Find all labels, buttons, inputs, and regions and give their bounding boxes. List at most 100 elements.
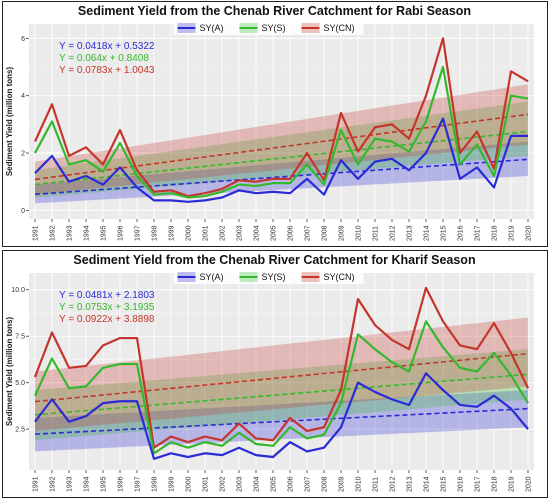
x-tick-label: 2014 [424,476,431,492]
x-tick-label: 1999 [169,225,176,241]
plot-background [29,24,534,219]
x-tick-label: 2005 [271,225,278,241]
y-axis-label: Sediment Yield (million tons) [5,66,14,176]
trend-line-SY(A) [34,158,529,196]
y-tick-label: 2.5 [15,427,25,434]
x-tick-label: 1994 [84,476,91,492]
rabi-chart-panel: Sediment Yield from the Chenab River Cat… [2,1,548,247]
confidence-band-SY(CN) [35,84,528,195]
legend: SY(A) SY(S) SY(CN) [173,21,364,35]
x-tick-label: 2003 [237,476,244,492]
x-tick-label: 2006 [288,476,295,492]
rabi-chart: Sediment Yield from the Chenab River Cat… [5,4,534,241]
x-tick-label: 2018 [492,476,499,492]
legend-label: SY(CN) [324,272,355,282]
kharif-chart: Sediment Yield from the Chenab River Cat… [5,253,534,492]
trend-equation: Y = 0.0783x + 1.0043 [59,65,155,76]
trend-line-SY(S) [34,130,529,186]
trend-equation: Y = 0.0922x + 3.8898 [59,314,155,325]
x-tick-label: 1995 [101,476,108,492]
x-tick-label: 2011 [373,226,380,241]
x-tick-label: 2012 [390,225,397,241]
x-tick-label: 1993 [67,476,74,492]
x-tick-label: 2016 [458,476,465,492]
x-tick-label: 2007 [305,476,312,492]
x-tick-label: 2015 [441,225,448,241]
y-tick-label: 7.5 [15,334,25,341]
x-tick-label: 2010 [356,476,363,492]
x-tick-label: 2000 [186,476,193,492]
x-tick-label: 2019 [509,476,516,492]
trend-line-SY(CN) [34,352,529,403]
x-tick-label: 2015 [441,476,448,492]
x-tick-label: 1997 [135,225,142,241]
x-tick-label: 2003 [237,225,244,241]
x-tick-label: 2004 [254,225,261,241]
x-tick-label: 2013 [407,225,414,241]
legend-label: SY(A) [200,272,224,282]
x-tick-label: 2002 [220,476,227,492]
confidence-band-SY(A) [35,141,528,204]
x-tick-label: 2009 [339,476,346,492]
chart-title: Sediment Yield from the Chenab River Cat… [78,4,471,18]
x-tick-label: 2017 [475,476,482,492]
grid-lines [29,273,534,470]
y-tick-label: 2 [21,151,25,158]
series-line-SY(S) [33,320,529,455]
x-tick-label: 1998 [152,476,159,492]
x-tick-label: 1993 [67,225,74,241]
x-tick-label: 1998 [152,225,159,241]
x-tick-label: 2019 [509,225,516,241]
x-tick-label: 2014 [424,225,431,241]
x-tick-label: 1994 [84,225,91,241]
x-tick-label: 1991 [33,476,40,492]
x-tick-label: 2012 [390,476,397,492]
x-tick-label: 2013 [407,476,414,492]
y-tick-label: 5.0 [15,380,25,387]
x-tick-label: 2016 [458,225,465,241]
trend-equation: Y = 0.064x + 0.8408 [59,53,149,64]
legend-box [173,270,364,284]
series-line-SY(CN) [33,286,529,449]
series-line-SY(S) [34,65,529,199]
x-tick-label: 2010 [356,225,363,241]
trend-line-SY(CN) [34,113,529,181]
x-tick-label: 1992 [50,476,57,492]
x-tick-label: 2000 [186,225,193,241]
y-axis-label: Sediment Yield (million tons) [5,316,14,426]
x-tick-label: 2005 [271,476,278,492]
x-tick-label: 2018 [492,225,499,241]
x-tick-label: 2001 [203,476,210,492]
x-tick-label: 1996 [118,476,125,492]
x-tick-label: 2008 [322,225,329,241]
series-line-SY(A) [34,117,528,203]
series-line-SY(A) [34,372,529,460]
x-tick-label: 1997 [135,476,142,492]
x-tick-label: 2002 [220,225,227,241]
legend-label: SY(S) [262,23,286,33]
trend-equation: Y = 0.0418x + 0.5322 [59,41,155,52]
y-tick-label: 0 [21,208,25,215]
legend-label: SY(S) [262,272,286,282]
x-tick-label: 2017 [475,225,482,241]
trend-line-SY(A) [34,407,529,435]
x-tick-label: 2001 [203,225,210,241]
x-tick-label: 2004 [254,476,261,492]
y-tick-label: 10.0 [11,287,25,294]
x-tick-label: 2020 [526,476,533,492]
x-tick-label: 1995 [101,225,108,241]
kharif-chart-panel: Sediment Yield from the Chenab River Cat… [2,250,548,498]
x-tick-label: 1996 [118,225,125,241]
legend-label: SY(A) [200,23,224,33]
trend-equation: Y = 0.0753x + 3.1935 [59,302,155,313]
x-tick-label: 1991 [33,225,40,241]
legend-label: SY(CN) [324,23,355,33]
x-tick-label: 2007 [305,225,312,241]
trend-line-SY(S) [34,373,529,416]
legend-box [173,21,364,35]
confidence-band-SY(S) [35,349,528,441]
x-tick-label: 1992 [50,225,57,241]
chart-title: Sediment Yield from the Chenab River Cat… [73,253,475,267]
x-tick-label: 1999 [169,476,176,492]
